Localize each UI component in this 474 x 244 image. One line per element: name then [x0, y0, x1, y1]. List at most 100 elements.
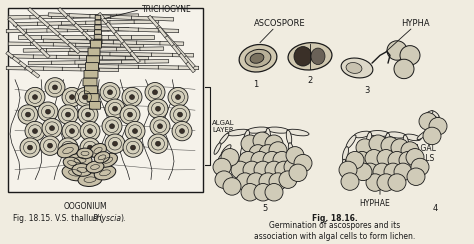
- Bar: [48, 13, 70, 17]
- Bar: [166, 35, 177, 48]
- Bar: [90, 39, 100, 49]
- Circle shape: [109, 124, 115, 129]
- Bar: [125, 56, 149, 60]
- Ellipse shape: [219, 133, 229, 145]
- FancyBboxPatch shape: [84, 71, 98, 78]
- Bar: [73, 14, 95, 18]
- Circle shape: [38, 102, 58, 121]
- Ellipse shape: [424, 111, 433, 117]
- Circle shape: [365, 150, 383, 167]
- Circle shape: [253, 132, 271, 150]
- Circle shape: [58, 138, 78, 157]
- Bar: [30, 15, 52, 19]
- Text: HYPHAE: HYPHAE: [360, 199, 391, 208]
- Ellipse shape: [365, 145, 370, 159]
- Circle shape: [353, 152, 371, 169]
- Bar: [58, 25, 79, 30]
- Circle shape: [42, 118, 62, 138]
- Circle shape: [33, 95, 37, 100]
- Circle shape: [148, 134, 168, 153]
- Bar: [122, 41, 132, 53]
- Ellipse shape: [366, 132, 372, 147]
- Circle shape: [80, 121, 100, 141]
- Circle shape: [239, 152, 257, 169]
- Circle shape: [354, 163, 372, 181]
- Bar: [68, 42, 80, 54]
- Circle shape: [58, 105, 78, 124]
- Bar: [82, 31, 92, 41]
- Ellipse shape: [342, 159, 348, 174]
- Ellipse shape: [244, 130, 249, 145]
- Bar: [184, 56, 195, 68]
- Bar: [78, 64, 99, 68]
- Ellipse shape: [265, 128, 271, 145]
- Ellipse shape: [247, 127, 269, 133]
- Ellipse shape: [346, 62, 362, 73]
- Text: HYPHA: HYPHA: [401, 20, 429, 28]
- Circle shape: [133, 129, 137, 133]
- FancyBboxPatch shape: [83, 78, 97, 86]
- Bar: [110, 52, 131, 56]
- Circle shape: [85, 112, 91, 117]
- Bar: [98, 27, 118, 31]
- Bar: [158, 27, 167, 38]
- Circle shape: [53, 85, 57, 90]
- Bar: [118, 27, 139, 31]
- Ellipse shape: [77, 148, 93, 159]
- Text: Germination of ascospores and its
association with algal cells to form lichen.: Germination of ascospores and its associ…: [255, 221, 416, 241]
- Ellipse shape: [86, 161, 104, 173]
- Circle shape: [399, 152, 417, 169]
- Circle shape: [88, 145, 92, 150]
- Bar: [108, 35, 131, 39]
- Text: OOGONIUM: OOGONIUM: [63, 202, 107, 211]
- Bar: [175, 46, 186, 58]
- Bar: [12, 56, 21, 63]
- Ellipse shape: [250, 53, 264, 63]
- Bar: [53, 43, 76, 46]
- Bar: [110, 20, 135, 24]
- Circle shape: [145, 82, 165, 102]
- Circle shape: [346, 152, 364, 169]
- Bar: [121, 60, 146, 63]
- Circle shape: [105, 134, 125, 153]
- Circle shape: [259, 145, 277, 162]
- Bar: [75, 61, 99, 64]
- Circle shape: [387, 41, 407, 60]
- Bar: [100, 68, 118, 71]
- Bar: [27, 29, 47, 32]
- Circle shape: [123, 138, 143, 157]
- Circle shape: [122, 87, 142, 107]
- Circle shape: [102, 117, 122, 136]
- Ellipse shape: [346, 135, 356, 149]
- Bar: [98, 12, 109, 24]
- Ellipse shape: [341, 58, 373, 78]
- Bar: [46, 48, 71, 52]
- Ellipse shape: [57, 143, 79, 158]
- Bar: [158, 29, 179, 33]
- Bar: [114, 32, 124, 44]
- Circle shape: [125, 121, 145, 141]
- Bar: [138, 28, 159, 32]
- FancyBboxPatch shape: [94, 30, 101, 34]
- Ellipse shape: [94, 166, 116, 180]
- Circle shape: [157, 124, 163, 129]
- Text: ALGAL
CELLS: ALGAL CELLS: [412, 144, 437, 163]
- Circle shape: [411, 158, 429, 176]
- Circle shape: [150, 117, 170, 136]
- FancyBboxPatch shape: [94, 35, 102, 39]
- Circle shape: [406, 149, 424, 166]
- Ellipse shape: [240, 143, 246, 158]
- Circle shape: [20, 138, 40, 157]
- Circle shape: [294, 154, 312, 172]
- Circle shape: [381, 137, 399, 154]
- Circle shape: [177, 112, 182, 117]
- Circle shape: [275, 161, 293, 179]
- Circle shape: [70, 95, 74, 100]
- Circle shape: [65, 145, 71, 150]
- Circle shape: [400, 46, 420, 65]
- Circle shape: [33, 129, 37, 133]
- Ellipse shape: [354, 131, 371, 138]
- FancyBboxPatch shape: [87, 94, 99, 102]
- FancyBboxPatch shape: [94, 40, 102, 44]
- Circle shape: [128, 112, 133, 117]
